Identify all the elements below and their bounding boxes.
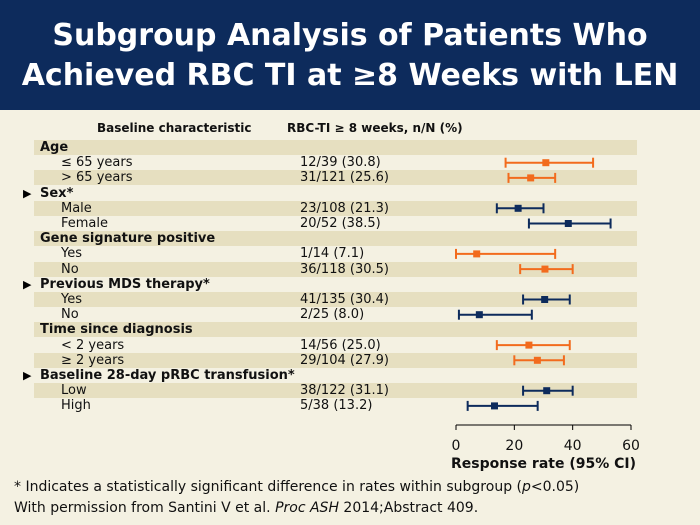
credit-suffix: 2014;Abstract 409. bbox=[338, 500, 479, 516]
subgroup-label: > 65 years bbox=[61, 170, 133, 186]
point-estimate bbox=[527, 174, 535, 182]
point-estimate bbox=[533, 356, 541, 364]
subgroup-heading: Previous MDS therapy* bbox=[40, 276, 210, 292]
response-value: 38/122 (31.1) bbox=[300, 383, 389, 399]
subgroup-label: < 2 years bbox=[61, 337, 125, 353]
row-band bbox=[34, 292, 637, 307]
x-tick-label: 20 bbox=[505, 438, 523, 454]
row-band bbox=[34, 383, 637, 399]
subgroup-label: Low bbox=[61, 383, 87, 399]
subgroup-label: High bbox=[61, 398, 91, 414]
row-band bbox=[34, 200, 637, 216]
point-estimate bbox=[475, 311, 483, 319]
point-estimate bbox=[541, 296, 549, 303]
significance-arrow-icon: ▶ bbox=[23, 369, 32, 382]
response-value: 14/56 (25.0) bbox=[300, 337, 381, 353]
point-estimate bbox=[541, 265, 549, 273]
subgroup-label: Yes bbox=[61, 292, 82, 307]
point-estimate bbox=[491, 402, 498, 410]
point-estimate bbox=[564, 220, 572, 227]
response-value: 20/52 (38.5) bbox=[300, 216, 381, 231]
row-band bbox=[34, 231, 637, 247]
response-value: 5/38 (13.2) bbox=[300, 398, 373, 414]
response-value: 23/108 (21.3) bbox=[300, 200, 389, 216]
subgroup-label: ≥ 2 years bbox=[61, 352, 125, 368]
response-value: 29/104 (27.9) bbox=[300, 352, 389, 368]
footnote-prefix: * Indicates a statistically significant … bbox=[14, 479, 522, 495]
point-estimate bbox=[525, 341, 533, 349]
significance-arrow-icon: ▶ bbox=[23, 277, 32, 291]
significance-arrow-icon: ▶ bbox=[23, 186, 32, 200]
subgroup-heading: Sex* bbox=[40, 185, 74, 201]
row-band bbox=[34, 140, 637, 155]
slide-title-line-1: Subgroup Analysis of Patients Who bbox=[52, 18, 648, 53]
response-value: 36/118 (30.5) bbox=[300, 261, 389, 277]
subgroup-label: Yes bbox=[61, 246, 82, 262]
response-value: 31/121 (25.6) bbox=[300, 170, 389, 186]
slide-title: Subgroup Analysis of Patients Who Achieve… bbox=[0, 16, 700, 96]
x-tick-label: 40 bbox=[564, 438, 582, 454]
point-estimate bbox=[543, 387, 551, 395]
point-estimate bbox=[542, 159, 550, 167]
subgroup-label: No bbox=[61, 261, 79, 277]
row-band bbox=[34, 170, 637, 186]
subgroup-heading: Baseline 28-day pRBC transfusion* bbox=[40, 368, 295, 383]
credit-prefix: With permission from Santini V et al. bbox=[14, 500, 276, 516]
row-band bbox=[34, 261, 637, 277]
row-band bbox=[34, 352, 637, 368]
credit-journal: Proc ASH bbox=[275, 500, 339, 516]
x-axis-title: Response rate (95% CI) bbox=[451, 456, 636, 472]
response-value: 2/25 (8.0) bbox=[300, 307, 365, 323]
x-tick-label: 60 bbox=[622, 438, 640, 454]
subgroup-heading: Time since diagnosis bbox=[40, 322, 193, 338]
subgroup-label: Female bbox=[61, 216, 109, 231]
response-value: 12/39 (30.8) bbox=[300, 155, 381, 171]
x-tick-label: 0 bbox=[452, 438, 461, 454]
response-value: 41/135 (30.4) bbox=[300, 292, 389, 307]
subgroup-label: No bbox=[61, 307, 79, 323]
footnote-p: p bbox=[522, 479, 531, 495]
point-estimate bbox=[473, 250, 481, 258]
footnote: * Indicates a statistically significant … bbox=[14, 479, 579, 495]
credit-line: With permission from Santini V et al. Pr… bbox=[14, 500, 478, 516]
subgroup-heading: Gene signature positive bbox=[40, 231, 216, 247]
subgroup-label: ≤ 65 years bbox=[61, 155, 133, 171]
footnote-suffix: <0.05) bbox=[530, 479, 580, 495]
row-band bbox=[34, 322, 637, 338]
title-banner: Subgroup Analysis of Patients Who Achieve… bbox=[0, 0, 700, 110]
subgroup-label: Male bbox=[61, 200, 92, 216]
subgroup-heading: Age bbox=[40, 140, 69, 155]
column-header-characteristic: Baseline characteristic bbox=[97, 121, 252, 135]
response-value: 1/14 (7.1) bbox=[300, 246, 365, 262]
point-estimate bbox=[514, 204, 522, 212]
slide-title-line-2: Achieved RBC TI at ≥8 Weeks with LEN bbox=[21, 58, 679, 93]
column-header-rbc-ti: RBC-TI ≥ 8 weeks, n/N (%) bbox=[287, 121, 463, 135]
